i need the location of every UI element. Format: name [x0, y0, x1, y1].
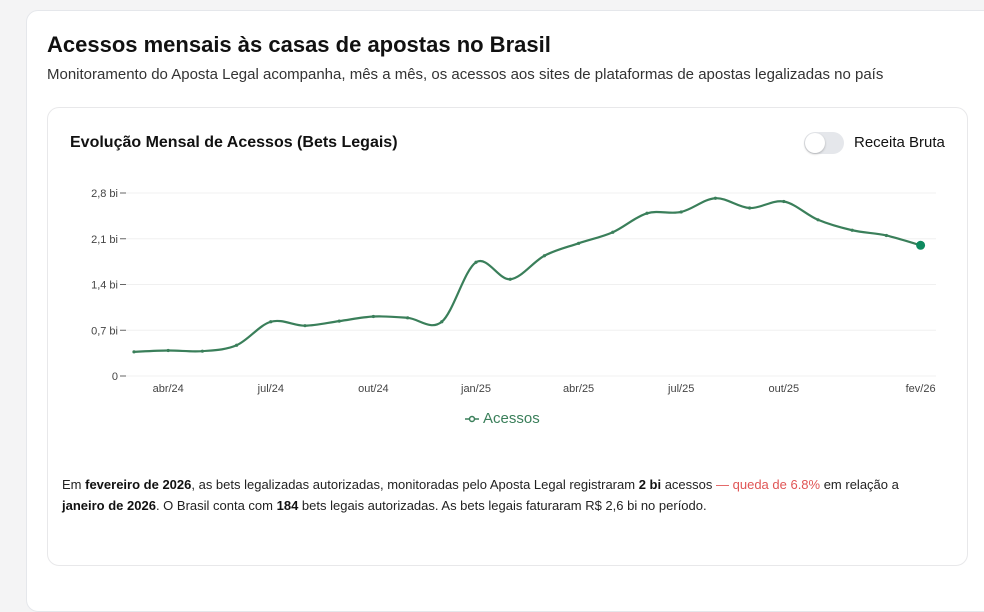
data-point — [166, 348, 170, 353]
data-point — [542, 254, 546, 258]
data-point — [269, 320, 273, 324]
page-subtitle: Monitoramento do Aposta Legal acompanha,… — [47, 66, 884, 83]
summary-part: Em — [62, 477, 86, 492]
line-chart: 0 0,7 bi 1,4 bi 2,1 bi 2,8 bi abr/24 jul/24 out… — [91, 188, 936, 395]
y-tick-label: 1,4 bi — [91, 280, 118, 292]
data-point — [508, 277, 512, 281]
x-tick-label: jul/25 — [667, 383, 694, 395]
x-tick-label: abr/24 — [153, 383, 184, 395]
data-point — [850, 228, 854, 232]
y-tick-label: 2,8 bi — [91, 188, 118, 200]
y-tick-label: 0,7 bi — [91, 325, 118, 337]
data-point — [577, 241, 581, 245]
x-tick-label: out/24 — [358, 383, 389, 395]
chart-title: Evolução Mensal de Acessos (Bets Legais) — [70, 134, 398, 151]
summary-part: em relação a — [820, 477, 899, 492]
summary-text: Em fevereiro de 2026, as bets legalizada… — [62, 474, 942, 516]
receita-bruta-label: Receita Bruta — [854, 134, 945, 151]
x-tick-label: jan/25 — [460, 383, 491, 395]
y-tick-label: 2,1 bi — [91, 234, 118, 246]
legend-label: Acessos — [483, 410, 540, 427]
legend-marker-icon — [465, 415, 479, 422]
legend-item-acessos[interactable]: Acessos — [465, 410, 540, 427]
data-point — [645, 211, 649, 215]
data-point — [235, 343, 239, 347]
summary-change: — queda de 6.8% — [716, 477, 821, 492]
data-point — [679, 210, 683, 214]
data-point — [440, 320, 444, 324]
x-tick-label: jul/24 — [257, 383, 284, 395]
y-tick-label: 0 — [112, 371, 118, 383]
x-tick-label: fev/26 — [906, 383, 936, 395]
x-tick-label: out/25 — [769, 383, 800, 395]
summary-count: 184 — [276, 498, 299, 513]
receita-bruta-toggle[interactable] — [804, 132, 844, 154]
summary-prev-month: janeiro de 2026 — [62, 498, 156, 513]
page-title: Acessos mensais às casas de apostas no B… — [47, 32, 551, 57]
data-point — [132, 350, 136, 354]
data-point — [337, 319, 341, 323]
data-point — [200, 349, 204, 353]
data-point — [782, 199, 786, 204]
summary-value: 2 bi — [638, 477, 662, 492]
summary-part: . O Brasil conta com — [155, 498, 277, 513]
data-point — [611, 230, 615, 234]
series-line-acessos — [133, 197, 921, 353]
toggle-knob — [805, 133, 825, 153]
data-point — [713, 196, 718, 200]
summary-part: acessos — [661, 477, 717, 492]
summary-month: fevereiro de 2026 — [85, 477, 192, 492]
data-point — [303, 324, 307, 328]
data-point — [371, 314, 375, 319]
active-data-point — [916, 240, 926, 250]
data-point — [884, 233, 889, 238]
data-point — [474, 260, 478, 264]
data-point — [748, 206, 752, 210]
data-point — [406, 316, 410, 320]
x-tick-label: abr/25 — [563, 383, 594, 395]
summary-part: , as bets legalizadas autorizadas, monit… — [191, 477, 639, 492]
summary-part: bets legais autorizadas. As bets legais … — [298, 498, 707, 513]
chart-card: Evolução Mensal de Acessos (Bets Legais)… — [47, 107, 968, 566]
data-point — [816, 218, 820, 222]
